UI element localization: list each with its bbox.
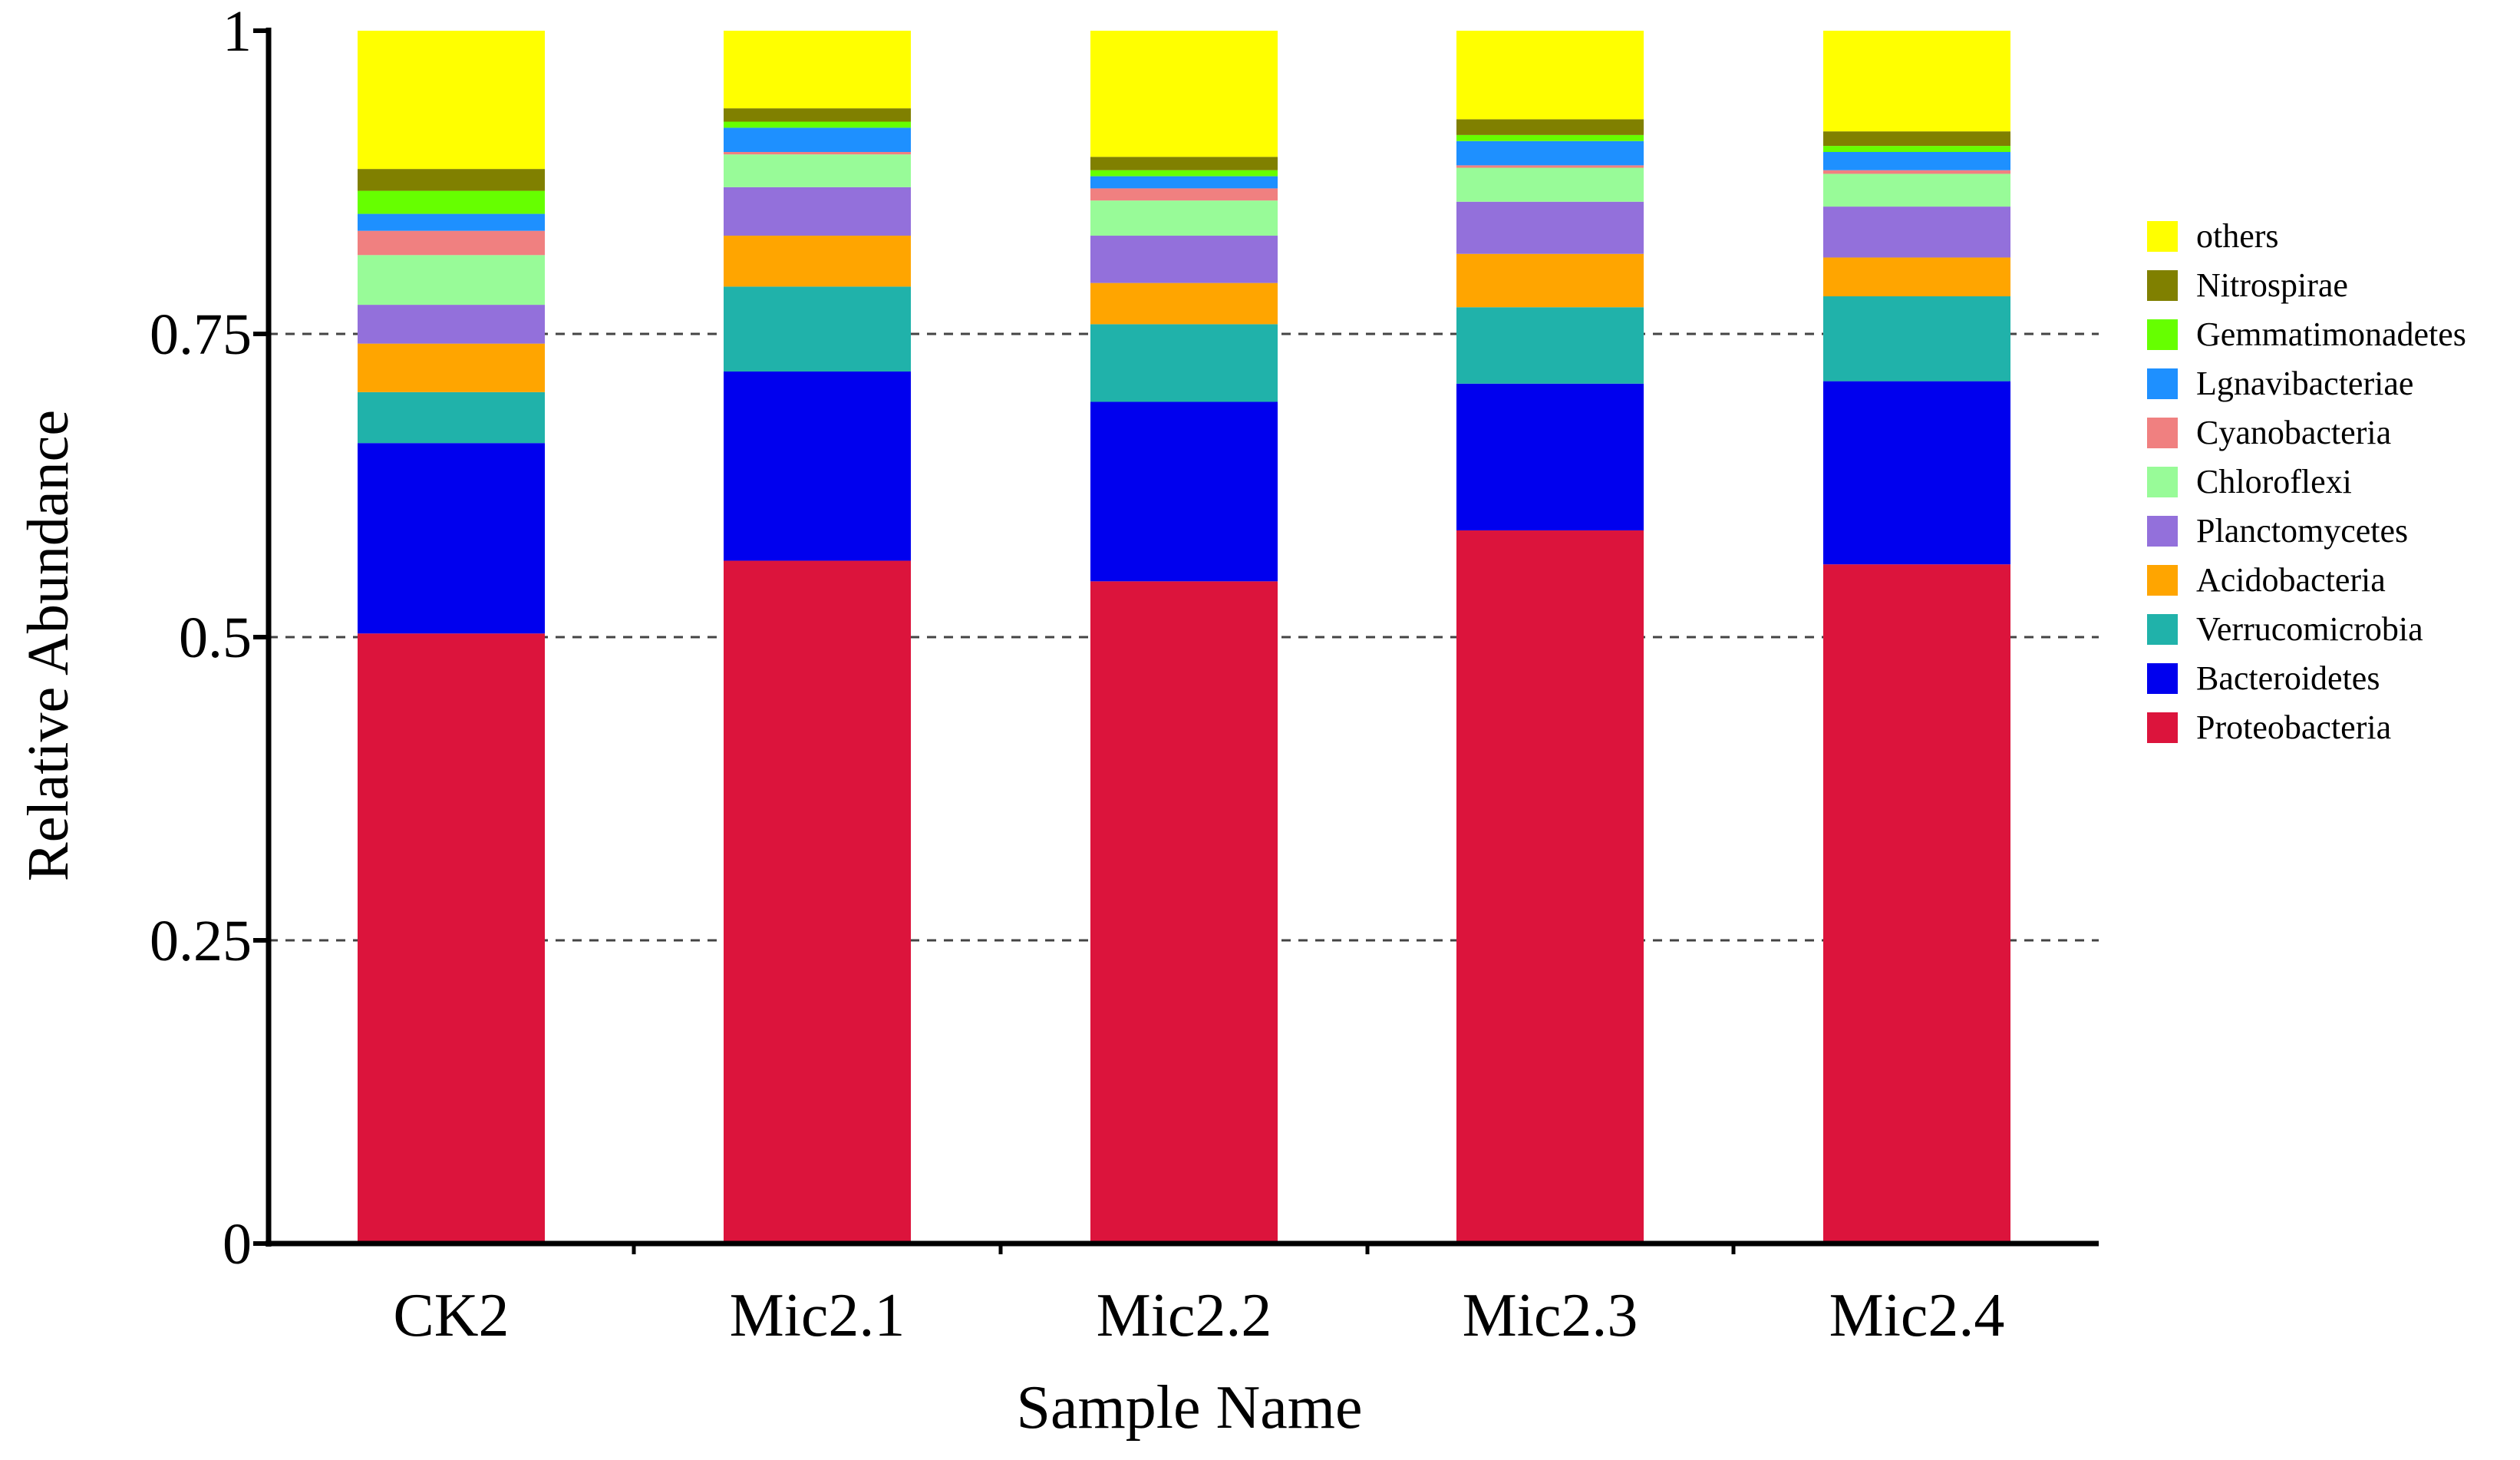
bar-mic2-1-proteobacteria [724,560,911,1244]
bar-mic2-1-acidobacteria [724,236,911,287]
bar-mic2-3-verrucomicrobia [1456,307,1644,384]
bar-mic2-4-proteobacteria [1823,564,2010,1244]
y-tick-label-0-75: 0.75 [150,302,252,367]
bar-mic2-1-nitrospirae [724,108,911,122]
tick-labels: 0 0.25 0.5 0.75 1 CK2 Mic2.1 Mic2.2 Mic2.3 Mic2.4 [150,0,2004,1349]
bar-mic2-2-verrucomicrobia [1090,324,1278,402]
legend-label-acidobacteria: Acidobacteria [2196,561,2386,599]
bar-mic2-3-nitrospirae [1456,119,1644,135]
bar-mic2-4-planctomycetes [1823,206,2010,258]
bar-ck2-lgnavibacteriae [358,213,545,231]
legend-swatch-others [2147,221,2178,252]
bar-ck2-proteobacteria [358,633,545,1244]
bar-mic2-3-others [1456,31,1644,120]
bar-mic2-2-gemmatimonadetes [1090,170,1278,177]
bar-mic2-2-nitrospirae [1090,157,1278,170]
legend-swatch-gemmatimonadetes [2147,319,2178,350]
legend-label-proteobacteria: Proteobacteria [2196,709,2391,746]
legend: others Nitrospirae Gemmatimonadetes Lgnavib… [2147,217,2466,746]
bar-mic2-4-gemmatimonadetes [1823,146,2010,152]
bar-ck2-verrucomicrobia [358,391,545,444]
bar-mic2-2-acidobacteria [1090,282,1278,325]
y-tick-label-0: 0 [223,1212,252,1277]
legend-label-gemmatimonadetes: Gemmatimonadetes [2196,315,2466,353]
bar-mic2-1-planctomycetes [724,187,911,236]
legend-swatch-planctomycetes [2147,516,2178,547]
legend-label-others: others [2196,217,2279,255]
bar-mic2-2-planctomycetes [1090,236,1278,283]
bar-mic2-1-cyanobacteria [724,152,911,155]
x-tick-label-ck2: CK2 [393,1282,509,1349]
bar-mic2-4-verrucomicrobia [1823,296,2010,382]
bar-mic2-4-lgnavibacteriae [1823,152,2010,170]
bar-mic2-3-acidobacteria [1456,253,1644,308]
bar-mic2-3-proteobacteria [1456,530,1644,1244]
bar-ck2-nitrospirae [358,169,545,191]
bar-mic2-4-cyanobacteria [1823,170,2010,174]
bar-ck2-gemmatimonadetes [358,190,545,214]
bar-mic2-1-verrucomicrobia [724,286,911,372]
legend-label-nitrospirae: Nitrospirae [2196,266,2348,304]
bar-mic2-2-proteobacteria [1090,581,1278,1244]
x-tick-label-mic2-4: Mic2.4 [1829,1282,2005,1349]
legend-swatch-verrucomicrobia [2147,614,2178,645]
legend-swatch-cyanobacteria [2147,418,2178,448]
bar-mic2-4-bacteroidetes [1823,381,2010,565]
bar-ck2-acidobacteria [358,343,545,392]
bar-mic2-2-lgnavibacteriae [1090,176,1278,189]
bar-mic2-1-others [724,31,911,109]
bar-mic2-1-lgnavibacteriae [724,127,911,152]
bar-mic2-3-planctomycetes [1456,201,1644,254]
bar-mic2-4-nitrospirae [1823,131,2010,147]
legend-swatch-chloroflexi [2147,467,2178,497]
bar-ck2-cyanobacteria [358,230,545,256]
bar-mic2-1-chloroflexi [724,154,911,187]
legend-swatch-lgnavibacteriae [2147,368,2178,399]
y-tick-label-0-25: 0.25 [150,909,252,973]
legend-label-bacteroidetes: Bacteroidetes [2196,659,2380,697]
bar-mic2-2-cyanobacteria [1090,188,1278,201]
bar-mic2-3-cyanobacteria [1456,165,1644,168]
bar-ck2-chloroflexi [358,255,545,306]
bars [358,31,2010,1244]
legend-label-planctomycetes: Planctomycetes [2196,512,2408,550]
bar-mic2-2-bacteroidetes [1090,401,1278,582]
bar-mic2-3-lgnavibacteriae [1456,140,1644,166]
y-tick-label-1: 1 [223,0,252,64]
bar-ck2-bacteroidetes [358,443,545,634]
x-tick-label-mic2-3: Mic2.3 [1463,1282,1638,1349]
x-tick-label-mic2-1: Mic2.1 [730,1282,905,1349]
bar-mic2-4-others [1823,31,2010,132]
bar-ck2-planctomycetes [358,305,545,344]
legend-swatch-nitrospirae [2147,270,2178,301]
y-axis-title: Relative Abundance [16,410,81,881]
bar-mic2-3-bacteroidetes [1456,383,1644,530]
legend-swatch-proteobacteria [2147,712,2178,743]
bar-mic2-1-bacteroidetes [724,371,911,561]
x-axis-title: Sample Name [1017,1374,1363,1442]
legend-label-verrucomicrobia: Verrucomicrobia [2196,610,2423,648]
y-tick-label-0-5: 0.5 [179,606,252,670]
bar-ck2-others [358,31,545,170]
legend-swatch-bacteroidetes [2147,663,2178,694]
legend-swatch-acidobacteria [2147,565,2178,596]
bar-mic2-3-chloroflexi [1456,167,1644,202]
bar-mic2-2-others [1090,31,1278,157]
legend-label-cyanobacteria: Cyanobacteria [2196,414,2391,451]
legend-label-chloroflexi: Chloroflexi [2196,463,2352,500]
legend-label-lgnavibacteriae: Lgnavibacteriae [2196,365,2413,402]
x-tick-label-mic2-2: Mic2.2 [1097,1282,1272,1349]
bar-mic2-1-gemmatimonadetes [724,121,911,128]
bar-mic2-4-acidobacteria [1823,257,2010,297]
bar-mic2-4-chloroflexi [1823,173,2010,207]
bar-mic2-2-chloroflexi [1090,200,1278,236]
bar-mic2-3-gemmatimonadetes [1456,134,1644,141]
